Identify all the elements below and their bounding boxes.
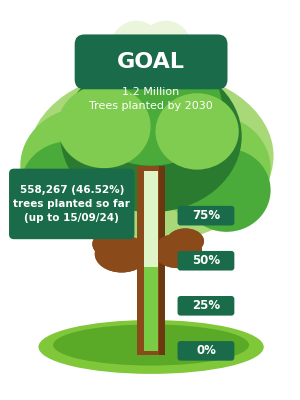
- Ellipse shape: [80, 48, 222, 166]
- Bar: [144, 267, 158, 351]
- FancyBboxPatch shape: [178, 341, 234, 361]
- FancyBboxPatch shape: [178, 251, 234, 270]
- Circle shape: [112, 48, 147, 84]
- Text: 50%: 50%: [192, 254, 220, 267]
- Circle shape: [95, 34, 138, 78]
- Text: 25%: 25%: [192, 299, 220, 312]
- Ellipse shape: [21, 141, 119, 229]
- FancyBboxPatch shape: [178, 296, 234, 316]
- Text: GOAL: GOAL: [117, 52, 185, 72]
- Ellipse shape: [58, 85, 151, 168]
- FancyBboxPatch shape: [178, 206, 234, 226]
- Ellipse shape: [20, 107, 153, 224]
- Ellipse shape: [153, 115, 271, 222]
- Text: 1.2 Million
Trees planted by 2030: 1.2 Million Trees planted by 2030: [89, 87, 213, 111]
- Circle shape: [155, 48, 190, 84]
- Ellipse shape: [153, 234, 202, 268]
- Circle shape: [111, 21, 162, 72]
- Text: 75%: 75%: [192, 209, 220, 222]
- Text: 558,267 (46.52%)
trees planted so far
(up to 15/09/24): 558,267 (46.52%) trees planted so far (u…: [13, 185, 130, 223]
- Bar: [137, 166, 165, 355]
- Bar: [144, 171, 158, 351]
- Circle shape: [130, 36, 172, 80]
- Bar: [144, 171, 158, 351]
- Bar: [144, 267, 158, 351]
- Circle shape: [164, 34, 207, 78]
- Ellipse shape: [38, 320, 264, 374]
- Ellipse shape: [167, 228, 204, 254]
- Circle shape: [140, 21, 191, 72]
- FancyBboxPatch shape: [75, 34, 227, 89]
- Ellipse shape: [92, 230, 131, 258]
- Bar: [137, 166, 165, 355]
- Ellipse shape: [155, 93, 239, 170]
- Ellipse shape: [92, 230, 131, 258]
- Bar: [159, 166, 165, 355]
- Ellipse shape: [95, 235, 148, 272]
- Text: 0%: 0%: [196, 344, 216, 357]
- Ellipse shape: [153, 234, 202, 268]
- Ellipse shape: [182, 148, 271, 232]
- FancyBboxPatch shape: [9, 169, 134, 239]
- Ellipse shape: [28, 70, 274, 242]
- Ellipse shape: [95, 235, 148, 272]
- Ellipse shape: [61, 60, 242, 212]
- Bar: [159, 166, 165, 355]
- Ellipse shape: [167, 228, 204, 254]
- Ellipse shape: [53, 324, 249, 366]
